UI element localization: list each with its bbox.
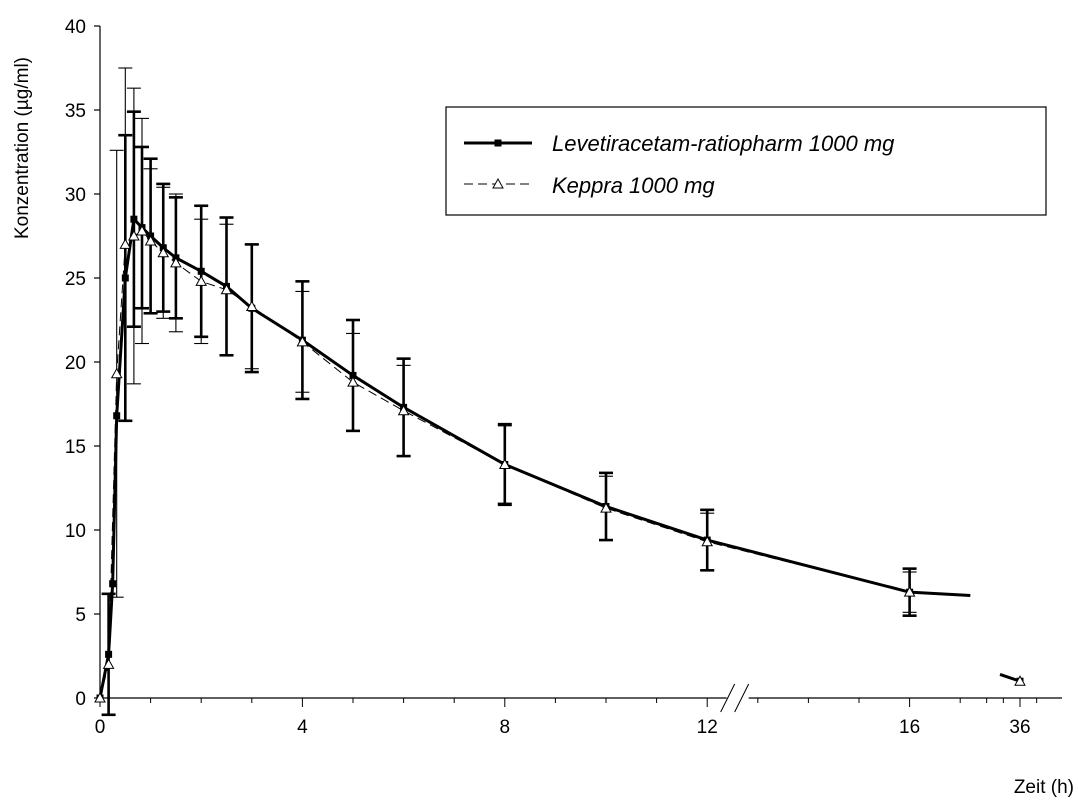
- marker-levetiracetam: [113, 412, 121, 420]
- legend-marker-levetiracetam: [494, 139, 502, 147]
- y-tick-label: 30: [65, 185, 86, 206]
- legend-box: [445, 106, 1047, 216]
- marker-keppra: [701, 535, 714, 547]
- legend-label-levetiracetam: Levetiracetam-ratiopharm 1000 mg: [552, 131, 895, 156]
- marker-levetiracetam: [105, 650, 113, 658]
- y-tick-label: 20: [65, 353, 86, 374]
- marker-levetiracetam: [349, 371, 357, 379]
- marker-levetiracetam: [121, 274, 129, 282]
- marker-keppra: [397, 404, 410, 416]
- x-tick-label: 16: [899, 717, 920, 738]
- marker-keppra: [220, 283, 233, 295]
- marker-keppra: [110, 367, 123, 379]
- marker-levetiracetam: [197, 267, 205, 275]
- legend-label-keppra: Keppra 1000 mg: [552, 173, 715, 198]
- axes: [94, 25, 1062, 713]
- data-markers: [94, 215, 1026, 703]
- y-tick-label: 25: [65, 269, 86, 290]
- marker-keppra: [144, 235, 157, 246]
- x-tick-label: 8: [500, 717, 511, 738]
- series-lines: [98, 217, 1021, 699]
- marker-keppra: [195, 275, 208, 286]
- tick-labels: 0 5 10 15 20 25 30 35 40 0 4 8 12 16 36: [65, 17, 1031, 738]
- marker-keppra: [128, 229, 140, 241]
- axis-break-mark: [720, 683, 736, 713]
- marker-keppra: [347, 376, 359, 387]
- y-tick-label: 5: [75, 605, 86, 626]
- marker-keppra: [136, 224, 148, 236]
- x-axis-label: Zeit (h): [1014, 777, 1074, 798]
- marker-keppra: [1014, 675, 1026, 686]
- marker-levetiracetam: [109, 580, 117, 588]
- x-tick-label: 0: [95, 717, 106, 738]
- y-tick-label: 35: [65, 101, 86, 122]
- x-tick-label: 4: [297, 717, 308, 738]
- marker-keppra: [600, 502, 612, 513]
- y-tick-label: 0: [75, 689, 86, 710]
- marker-keppra: [94, 691, 106, 703]
- marker-keppra: [245, 300, 258, 312]
- marker-keppra: [296, 335, 309, 347]
- y-tick-label: 15: [65, 437, 86, 458]
- legend-marker-keppra: [492, 177, 504, 189]
- y-tick-label: 40: [65, 17, 86, 38]
- marker-keppra: [102, 658, 115, 669]
- marker-keppra: [903, 586, 916, 597]
- marker-keppra: [170, 256, 182, 268]
- legend: Levetiracetam-ratiopharm 1000 mg Keppra …: [445, 106, 1047, 216]
- y-tick-label: 10: [65, 521, 86, 542]
- axis-break-mark: [734, 683, 750, 713]
- marker-keppra: [157, 246, 170, 258]
- x-tick-label: 36: [1009, 717, 1030, 738]
- x-tick-label: 12: [697, 717, 718, 738]
- marker-keppra: [119, 238, 132, 249]
- y-axis-label: Konzentration (µg/ml): [12, 57, 33, 239]
- marker-levetiracetam: [130, 215, 138, 223]
- marker-keppra: [498, 458, 511, 469]
